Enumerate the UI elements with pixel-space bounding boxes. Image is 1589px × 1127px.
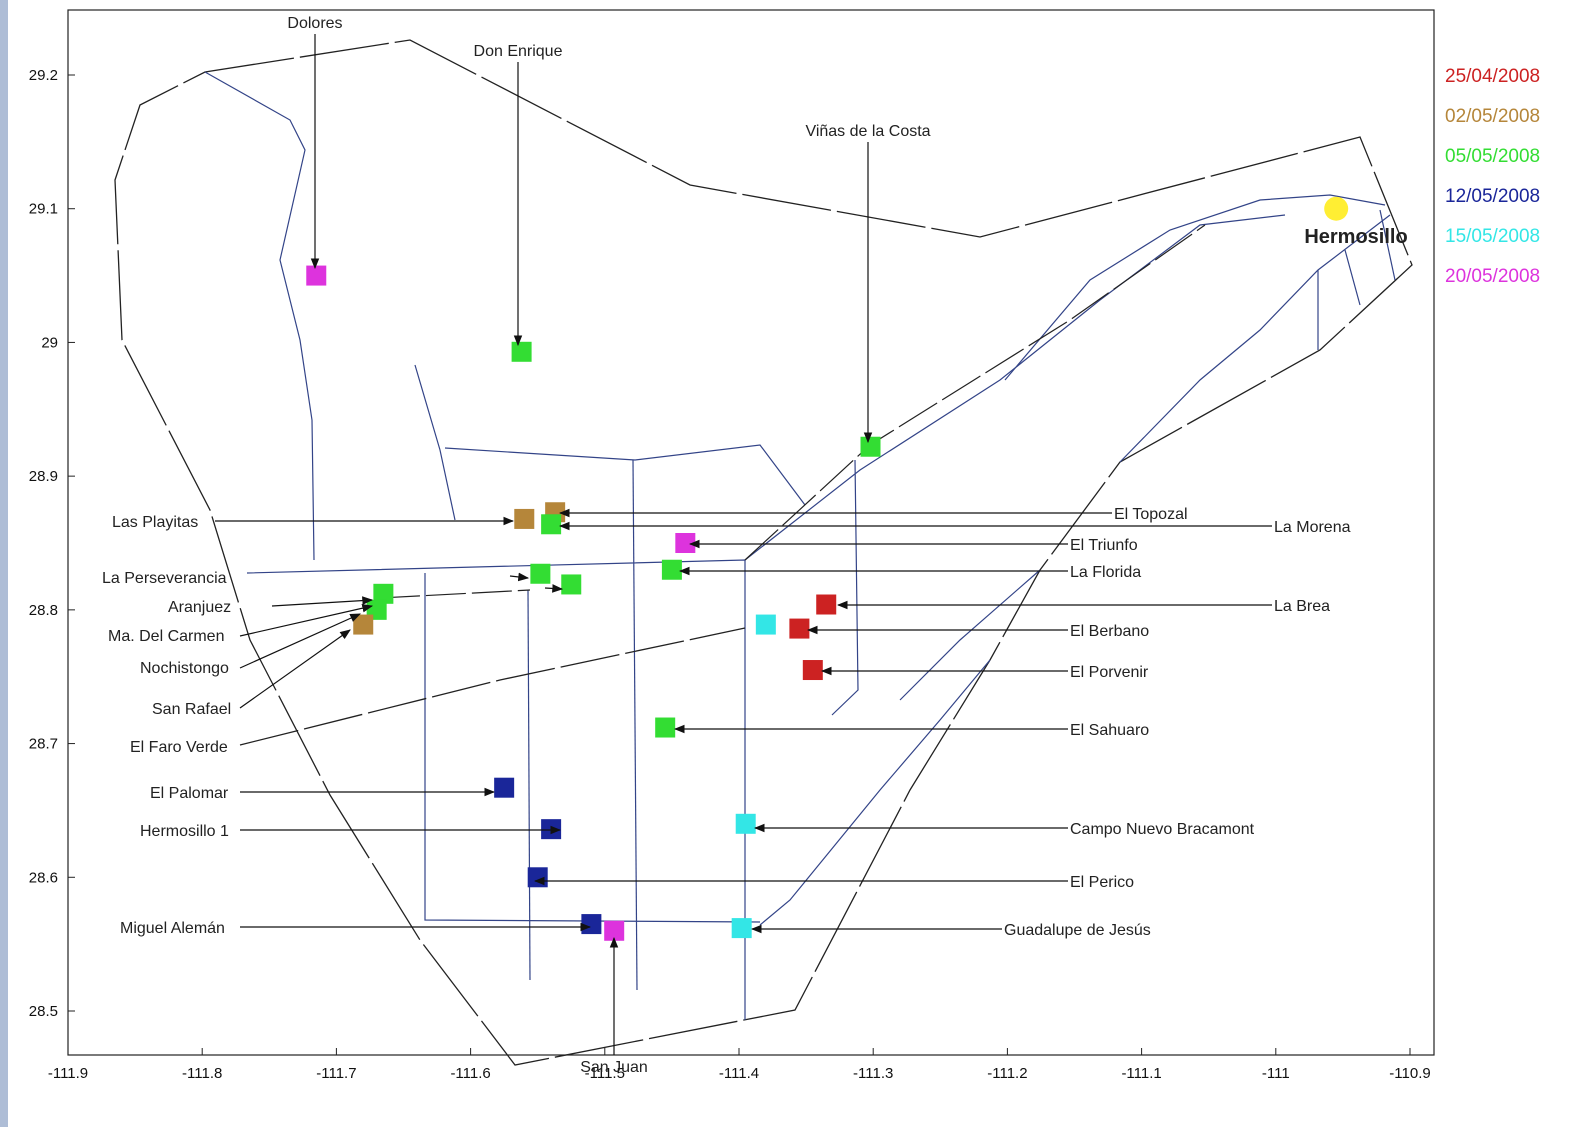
window-edge-band — [0, 0, 8, 1127]
y-tick-label: 28.5 — [29, 1003, 58, 1020]
y-tick-label: 28.9 — [29, 468, 58, 485]
legend-date-entry: 20/05/2008 — [1445, 266, 1540, 287]
legend-date-entry: 02/05/2008 — [1445, 106, 1540, 127]
label-el-berbano: El Berbano — [1070, 623, 1149, 640]
plot-frame — [67, 9, 1435, 1056]
site-marker — [735, 813, 756, 834]
site-markers — [306, 265, 881, 941]
label-don-enrique: Don Enrique — [474, 43, 563, 60]
x-tick-label: -110.9 — [1389, 1065, 1430, 1082]
label-la-brea: La Brea — [1274, 598, 1330, 615]
y-tick-label: 29.1 — [29, 201, 58, 218]
x-axis-ticks: -111.9 -111.8 -111.7 -111.6 -111.5 -111.4 -111… — [48, 1048, 1431, 1082]
y-tick-label: 28.7 — [29, 736, 58, 753]
label-guadalupe-de-jesus: Guadalupe de Jesús — [1004, 922, 1151, 939]
site-marker — [373, 583, 394, 604]
label-el-palomar: El Palomar — [150, 785, 229, 802]
x-tick-label: -111.5 — [585, 1065, 625, 1082]
label-hermosillo-1: Hermosillo 1 — [140, 823, 229, 840]
label-la-morena: La Morena — [1274, 519, 1351, 536]
x-tick-label: -111.4 — [719, 1065, 759, 1082]
hermosillo-city-marker — [1324, 196, 1349, 221]
x-tick-label: -111.6 — [450, 1065, 490, 1082]
label-el-faro-verde: El Faro Verde — [130, 739, 228, 756]
site-marker — [527, 867, 548, 888]
label-las-playitas: Las Playitas — [112, 514, 198, 531]
site-marker — [541, 514, 562, 535]
label-la-perseverancia: La Perseverancia — [102, 570, 227, 587]
site-marker — [514, 508, 535, 529]
callouts — [215, 34, 1272, 1055]
site-marker — [604, 920, 625, 941]
city-label: Hermosillo — [1304, 226, 1407, 248]
site-marker — [755, 614, 776, 635]
site-marker — [494, 777, 515, 798]
x-tick-label: -111.1 — [1121, 1065, 1161, 1082]
callout-labels: Dolores Don Enrique Viñas de la Costa La… — [102, 15, 1351, 1076]
site-marker — [530, 563, 551, 584]
label-nochistongo: Nochistongo — [140, 660, 229, 677]
road-network — [204, 71, 1396, 1020]
label-miguel-aleman: Miguel Alemán — [120, 920, 225, 937]
label-el-sahuaro: El Sahuaro — [1070, 722, 1149, 739]
label-el-porvenir: El Porvenir — [1070, 664, 1149, 681]
site-marker — [816, 594, 837, 615]
dashed-road-3 — [379, 589, 531, 599]
label-campo-nuevo-bracamont: Campo Nuevo Bracamont — [1070, 821, 1255, 838]
legend-date-entry: 25/04/2008 — [1445, 66, 1540, 87]
site-marker — [511, 341, 532, 362]
legend-date-entry: 12/05/2008 — [1445, 186, 1540, 207]
label-la-florida: La Florida — [1070, 564, 1141, 581]
y-tick-label: 28.8 — [29, 602, 58, 619]
label-aranjuez: Aranjuez — [168, 599, 231, 616]
label-san-rafael: San Rafael — [152, 701, 231, 718]
site-marker — [860, 436, 881, 457]
label-ma-del-carmen: Ma. Del Carmen — [108, 628, 224, 645]
site-marker — [306, 265, 327, 286]
label-el-perico: El Perico — [1070, 874, 1134, 891]
label-san-juan: San Juan — [580, 1059, 648, 1076]
label-vinas-de-la-costa: Viñas de la Costa — [805, 123, 930, 140]
x-tick-label: -111.7 — [316, 1065, 356, 1082]
x-tick-label: -111.9 — [48, 1065, 88, 1082]
label-dolores: Dolores — [287, 15, 342, 32]
site-marker — [561, 574, 582, 595]
label-el-triunfo: El Triunfo — [1070, 537, 1138, 554]
y-tick-label: 28.6 — [29, 869, 58, 886]
legend-date-entry: 15/05/2008 — [1445, 226, 1540, 247]
site-marker — [661, 559, 682, 580]
site-marker — [655, 717, 676, 738]
site-marker — [581, 914, 602, 935]
x-tick-label: -111.2 — [987, 1065, 1027, 1082]
site-marker — [675, 533, 696, 553]
date-legend: 25/04/2008 02/05/2008 05/05/2008 12/05/2008… — [1445, 66, 1540, 287]
site-marker — [789, 618, 810, 639]
label-el-topozal: El Topozal — [1114, 506, 1188, 523]
region-boundary — [114, 39, 1413, 1066]
x-tick-label: -111 — [1262, 1065, 1290, 1082]
site-marker — [802, 660, 823, 681]
site-marker — [353, 614, 374, 635]
y-tick-label: 29.2 — [29, 67, 58, 84]
legend-date-entry: 05/05/2008 — [1445, 146, 1540, 167]
y-axis-ticks: 29.2 29.1 29 28.9 28.8 28.7 28.6 28.5 — [29, 67, 75, 1020]
dashed-road-2 — [744, 224, 1206, 561]
x-tick-label: -111.8 — [182, 1065, 222, 1082]
site-marker — [541, 819, 562, 840]
dashed-road — [239, 627, 746, 746]
site-marker — [731, 918, 752, 939]
y-tick-label: 29 — [41, 334, 58, 351]
x-tick-label: -111.3 — [853, 1065, 893, 1082]
